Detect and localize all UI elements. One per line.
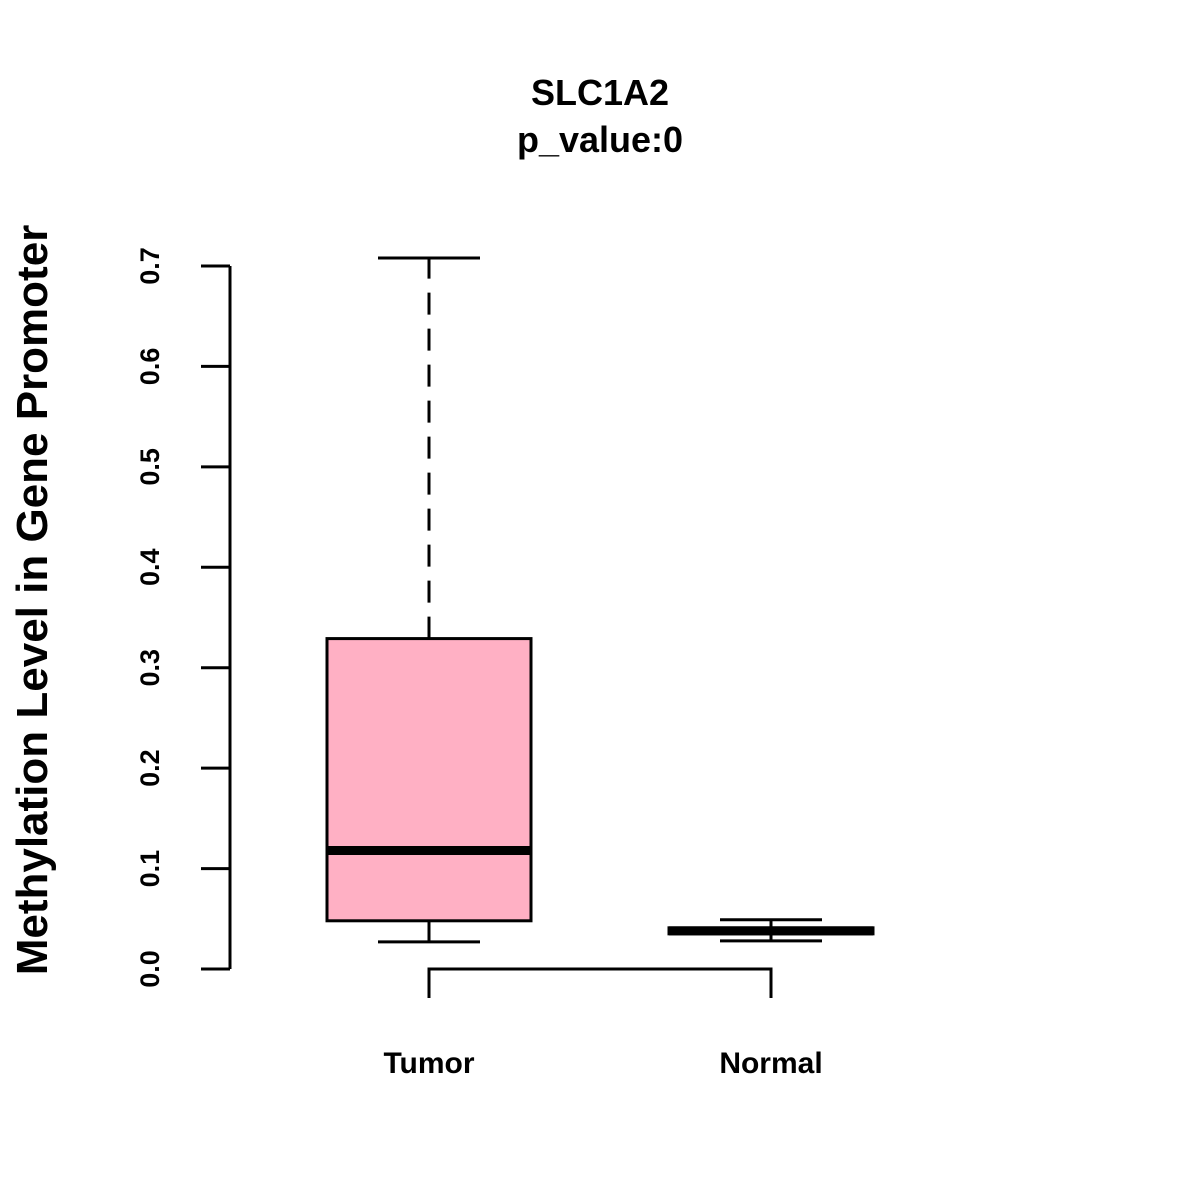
y-tick-label: 0.7 [135, 247, 165, 285]
boxes-group [325, 256, 875, 944]
chart-title: SLC1A2 [531, 72, 669, 113]
y-tick-label: 0.1 [135, 850, 165, 888]
box-tumor [325, 256, 533, 944]
iqr-box [325, 637, 533, 923]
y-tick-label: 0.0 [135, 950, 165, 988]
y-axis-label: Methylation Level in Gene Promoter [8, 225, 57, 976]
y-tick-label: 0.5 [135, 448, 165, 486]
y-tick-label: 0.3 [135, 649, 165, 687]
y-tick-label: 0.6 [135, 348, 165, 386]
category-label-tumor: Tumor [383, 1047, 474, 1080]
chart-subtitle: p_value:0 [517, 119, 683, 160]
y-tick-label: 0.4 [135, 549, 165, 587]
category-labels: Tumor Normal [383, 1047, 822, 1080]
box-normal [667, 918, 875, 943]
bracket-line [427, 967, 773, 998]
comparison-bracket [427, 967, 773, 998]
y-axis: 0.0 0.1 0.2 0.3 0.4 0.5 0.6 0.7 [135, 247, 232, 988]
category-label-normal: Normal [719, 1047, 822, 1080]
y-tick-label: 0.2 [135, 749, 165, 787]
